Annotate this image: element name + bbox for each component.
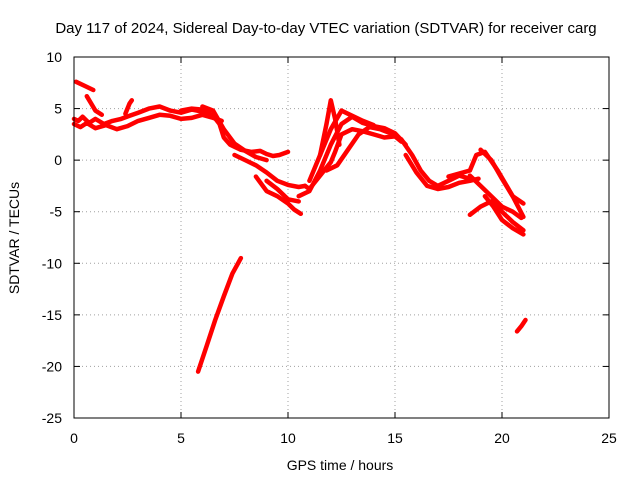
x-tick-label: 0	[70, 430, 78, 446]
chart-title: Day 117 of 2024, Sidereal Day-to-day VTE…	[55, 20, 596, 37]
x-tick-label: 15	[387, 430, 403, 446]
y-tick-label: -20	[42, 358, 62, 374]
y-tick-label: 5	[54, 101, 62, 117]
y-tick-label: -5	[50, 204, 63, 220]
series-trace-16	[403, 152, 481, 192]
y-tick-label: 10	[46, 49, 62, 65]
y-tick-label: -25	[42, 410, 62, 426]
series-trace-2	[71, 112, 224, 132]
x-tick-labels: 0 5 10 15 20 25	[70, 430, 617, 446]
x-tick-label: 5	[177, 430, 185, 446]
grid	[74, 57, 609, 418]
y-tick-label: -10	[42, 255, 62, 271]
x-tick-label: 10	[280, 430, 296, 446]
series-trace-20	[467, 199, 526, 233]
series-trace-5	[123, 98, 135, 116]
tick-marks	[73, 56, 610, 419]
y-axis-label: SDTVAR / TECUs	[6, 182, 22, 294]
y-tick-label: 0	[54, 152, 62, 168]
y-tick-labels: 10 5 0 -5 -10 -15 -20 -25	[42, 49, 62, 426]
x-axis-label: GPS time / hours	[287, 457, 394, 473]
series-trace-8	[232, 152, 308, 190]
series-trace-22	[195, 255, 244, 374]
y-tick-label: -15	[42, 307, 62, 323]
series-trace-3	[73, 79, 96, 93]
series-trace-9	[264, 178, 301, 204]
series-trace-10	[253, 174, 304, 217]
series-trace-4	[84, 93, 105, 118]
x-tick-label: 20	[494, 430, 510, 446]
series-trace-19	[478, 147, 526, 206]
series-trace-21	[482, 193, 526, 237]
plot-frame	[73, 56, 610, 419]
x-tick-label: 25	[601, 430, 617, 446]
series-trace-7	[200, 104, 269, 163]
series-trace-18	[467, 173, 524, 221]
plot-area	[71, 79, 528, 374]
series-trace-14	[317, 98, 342, 158]
series-trace-15	[324, 124, 473, 189]
series-trace-6	[178, 106, 291, 159]
series-trace-23	[514, 317, 528, 334]
